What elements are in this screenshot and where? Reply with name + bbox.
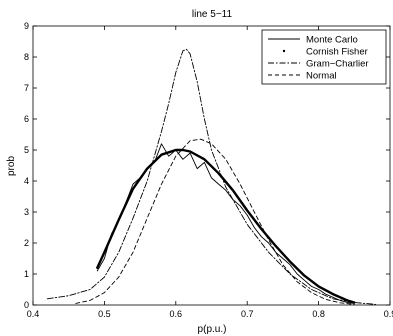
series-line-cornish-fisher [96, 148, 356, 304]
axis-ticks: 0.4 0.5 0.6 0.7 0.8 0.9 0 1 2 3 4 5 6 7 8 9 [24, 21, 393, 319]
y-tick-label: 3 [24, 207, 29, 217]
y-tick-label: 2 [24, 238, 29, 248]
y-tick-label: 0 [24, 300, 29, 310]
legend-swatch [282, 49, 286, 53]
y-tick-label: 5 [24, 145, 29, 155]
plot-frame [32, 25, 391, 306]
x-tick-label: 0.9 [384, 309, 393, 319]
chart-title: line 5−11 [192, 9, 233, 20]
legend-label: Cornish Fisher [306, 47, 368, 58]
plot-series [46, 48, 377, 305]
legend-label: Gram−Charlier [306, 59, 369, 70]
x-tick-label: 0.5 [98, 309, 111, 319]
x-tick-label: 0.7 [241, 309, 254, 319]
y-tick-label: 9 [24, 21, 29, 31]
y-tick-label: 6 [24, 114, 29, 124]
x-axis-label: p(p.u.) [198, 324, 227, 335]
x-tick-label: 0.6 [170, 309, 183, 319]
legend-label: Normal [306, 71, 337, 82]
legend-label: Monte Carlo [306, 35, 358, 46]
y-tick-label: 1 [24, 269, 29, 279]
y-tick-label: 4 [24, 176, 29, 186]
y-tick-label: 7 [24, 83, 29, 93]
x-tick-label: 0.8 [312, 309, 325, 319]
y-tick-label: 8 [24, 52, 29, 62]
y-axis-label: prob [6, 156, 17, 176]
x-tick-label: 0.4 [27, 309, 40, 319]
series-line-gram-charlier [46, 48, 377, 305]
